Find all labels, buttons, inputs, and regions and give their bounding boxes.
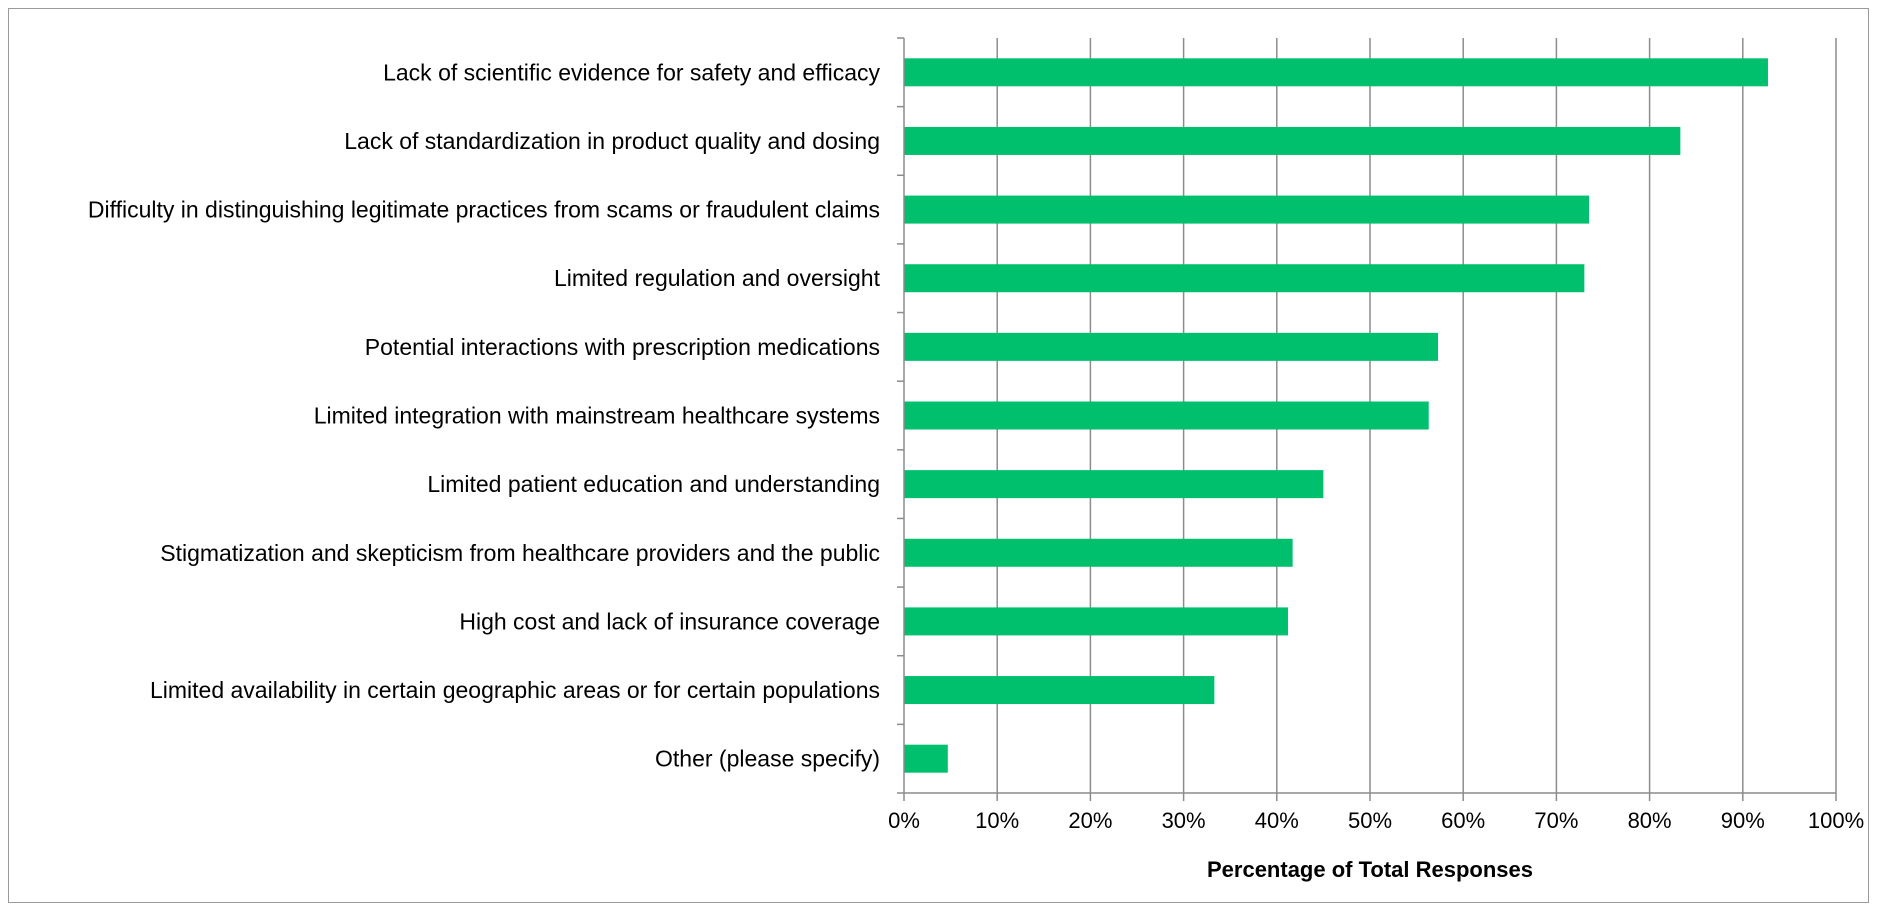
x-axis-title: Percentage of Total Responses: [1207, 857, 1533, 882]
x-tick-label: 50%: [1348, 808, 1392, 833]
category-label: Stigmatization and skepticism from healt…: [160, 540, 880, 566]
x-tick-label: 100%: [1808, 808, 1864, 833]
bar: [904, 607, 1288, 636]
x-tick-label: 40%: [1255, 808, 1299, 833]
category-label: Limited availability in certain geograph…: [150, 677, 880, 703]
x-tick-label: 30%: [1162, 808, 1206, 833]
axes: [897, 37, 1837, 801]
x-tick-label: 10%: [975, 808, 1019, 833]
category-label: Difficulty in distinguishing legitimate …: [88, 197, 880, 223]
x-tick-label: 90%: [1721, 808, 1765, 833]
category-label: Other (please specify): [655, 746, 880, 772]
category-label: Lack of scientific evidence for safety a…: [383, 59, 880, 85]
bar: [904, 58, 1768, 87]
bar: [904, 470, 1324, 499]
x-tick-label: 60%: [1441, 808, 1485, 833]
category-label: Limited regulation and oversight: [554, 265, 881, 291]
bar: [904, 676, 1215, 705]
x-tick-label: 70%: [1534, 808, 1578, 833]
x-tick-label: 80%: [1628, 808, 1672, 833]
category-label: Limited patient education and understand…: [427, 471, 880, 497]
bar: [904, 126, 1681, 155]
category-labels: Lack of scientific evidence for safety a…: [88, 59, 881, 771]
bar: [904, 195, 1590, 224]
gridlines: [996, 38, 1837, 793]
category-label: Lack of standardization in product quali…: [344, 128, 880, 154]
category-label: Potential interactions with prescription…: [365, 334, 880, 360]
x-tick-label: 0%: [888, 808, 920, 833]
category-label: High cost and lack of insurance coverage: [459, 608, 880, 634]
bar: [904, 332, 1439, 361]
bars: [904, 58, 1768, 773]
x-tick-labels: 0% 10% 20% 30% 40% 50% 60% 70% 80% 90% 100%: [888, 808, 1864, 833]
bar: [904, 264, 1585, 293]
bar: [904, 538, 1293, 567]
bar: [904, 744, 948, 773]
bar: [904, 401, 1429, 430]
category-label: Limited integration with mainstream heal…: [314, 403, 880, 429]
x-tick-label: 20%: [1068, 808, 1112, 833]
